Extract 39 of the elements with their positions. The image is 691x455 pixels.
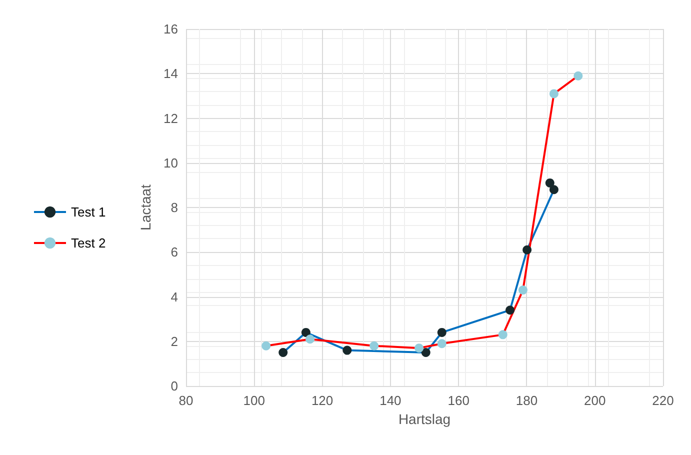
legend-label: Test 1 [71,204,106,220]
point [437,339,446,348]
y-tick-label: 14 [164,66,178,82]
y-tick-label: 10 [164,155,178,170]
point [574,71,583,80]
point [421,348,430,358]
point [518,286,528,295]
legend-label: Test 2 [71,236,106,250]
x-tick-label: 200 [584,393,606,408]
point [301,328,310,337]
point [549,89,558,98]
x-tick-label: 100 [243,393,265,408]
y-tick-label: 6 [170,244,178,260]
point [278,348,288,358]
y-tick-label: 4 [170,289,178,304]
y-tick-label: 8 [170,200,178,215]
point [549,185,558,194]
y-tick-label: 0 [170,378,178,394]
x-tick-label: 80 [178,393,194,408]
point [506,306,515,315]
y-tick-label: 16 [164,22,178,36]
point [306,334,315,344]
point [414,344,424,353]
point [437,328,446,337]
x-tick-label: 140 [380,393,402,408]
x-tick-label: 220 [652,393,674,408]
y-tick-label: 2 [170,334,178,349]
point [370,341,379,350]
x-tick-label: 160 [448,393,470,408]
point [545,178,554,188]
point [342,346,352,355]
point [522,245,532,254]
point [262,341,271,350]
x-tick-label: 120 [311,393,334,408]
x-axis-title: Hartslag [398,410,451,427]
y-axis-title: Lactaat [138,184,154,230]
x-tick-label: 180 [516,393,538,408]
point [498,330,508,340]
y-tick-label: 12 [164,110,178,126]
